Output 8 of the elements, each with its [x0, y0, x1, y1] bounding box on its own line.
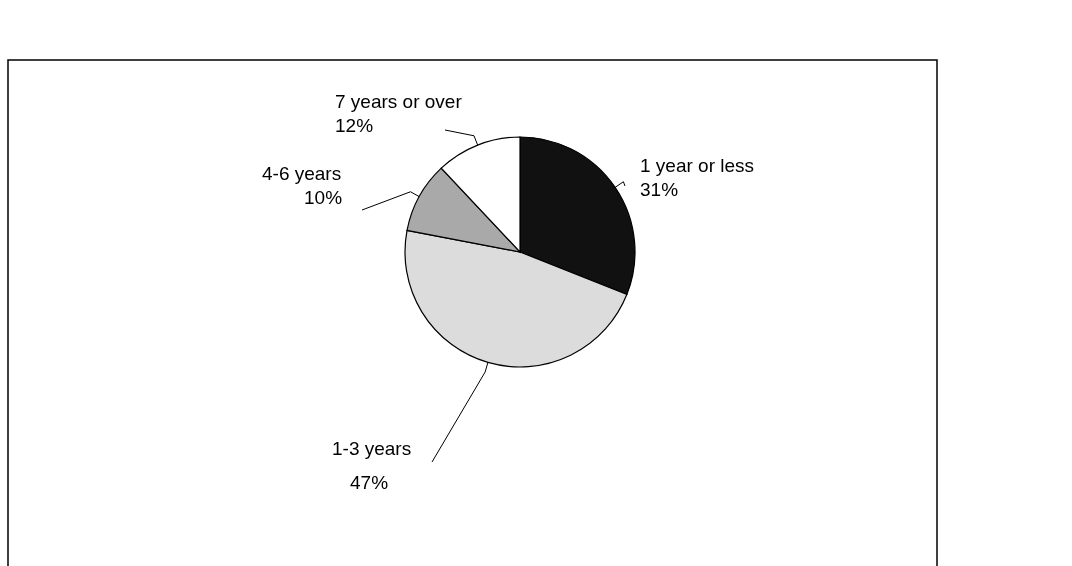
data-label: 31% [640, 179, 679, 200]
slice-label: 1-3 years [332, 438, 412, 459]
slice-label: 4-6 years [262, 163, 342, 184]
slice-label: 1 year or less [640, 155, 755, 176]
data-label: 12% [335, 115, 374, 136]
data-label: 47% [350, 472, 389, 493]
data-label: 10% [304, 187, 343, 208]
slice-label: 7 years or over [335, 91, 463, 112]
